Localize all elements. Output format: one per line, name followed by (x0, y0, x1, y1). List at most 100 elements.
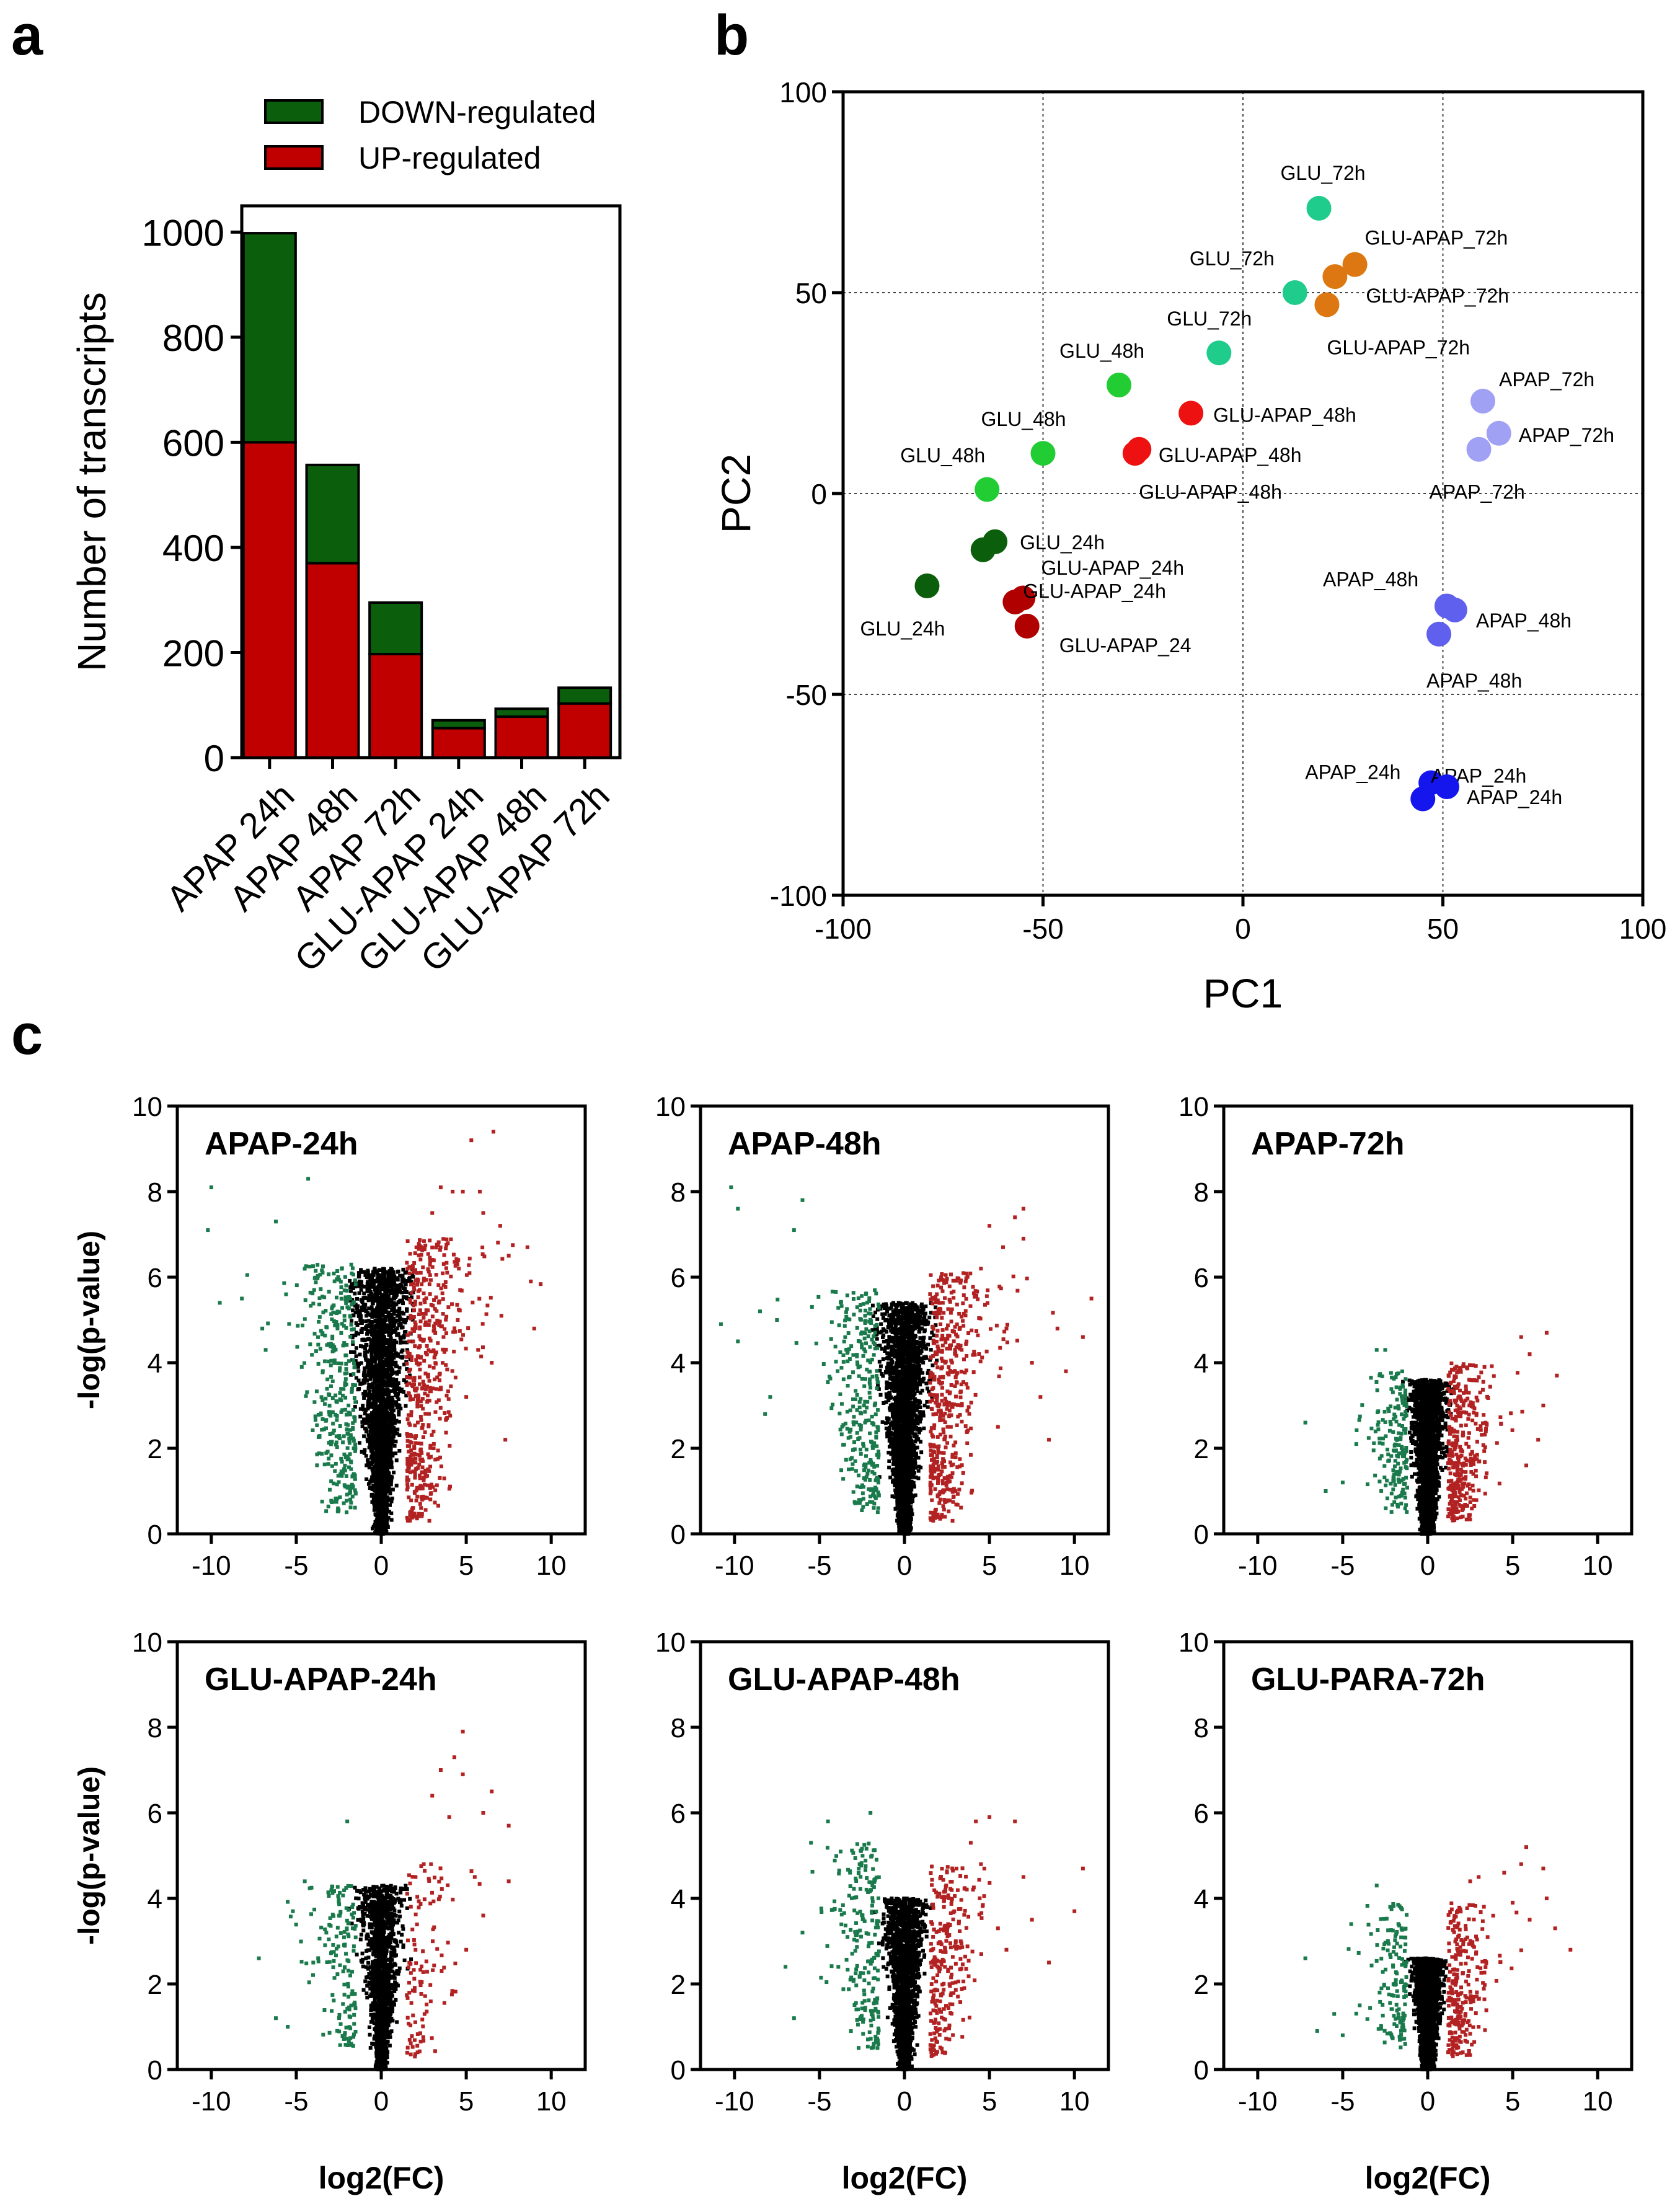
volcano-point-ns (913, 1434, 917, 1438)
volcano-point-up (485, 1303, 490, 1308)
volcano-point-ns (394, 1292, 398, 1296)
volcano-point-ns (898, 1401, 902, 1406)
volcano-point-ns (373, 1499, 378, 1503)
volcano-point-ns (384, 1478, 388, 1482)
x-tick-label: 5 (459, 1551, 474, 1581)
volcano-point-up (408, 1458, 412, 1462)
volcano-point-up (428, 1278, 433, 1282)
volcano-point-ns (367, 1461, 371, 1466)
volcano-point-ns (382, 1388, 386, 1392)
volcano-point-ns (877, 1360, 882, 1364)
volcano-point-down (351, 1383, 355, 1387)
bar-down-0 (242, 232, 297, 444)
volcano-point-down (315, 1463, 319, 1468)
volcano-point-ns (361, 1378, 366, 1383)
volcano-point-down (334, 1434, 338, 1438)
volcano-point-ns (382, 1507, 387, 1511)
volcano-point-ns (374, 1270, 379, 1275)
volcano-point-ns (369, 1359, 374, 1363)
volcano-point-up (412, 1387, 417, 1391)
volcano-point-down (331, 1422, 335, 1426)
volcano-point-down (332, 1358, 337, 1363)
volcano-point-ns (382, 1275, 387, 1279)
volcano-point-ns (399, 1406, 403, 1410)
volcano-point-ns (378, 1319, 382, 1324)
volcano-point-down (325, 1377, 330, 1381)
volcano-point-ns (373, 1339, 378, 1344)
volcano-point-ns (356, 1378, 361, 1383)
volcano-point-ns (401, 1340, 405, 1345)
volcano-point-up (426, 1483, 430, 1487)
volcano-point-up (407, 1354, 412, 1358)
volcano-point-ns (349, 1373, 353, 1377)
pca-point-label: GLU_48h (900, 445, 985, 467)
volcano-point-ns (377, 1482, 381, 1487)
y-tick-label: 400 (162, 528, 224, 569)
volcano-point-ns (390, 1287, 394, 1291)
volcano-point-ns (387, 1510, 392, 1514)
volcano-point-ns (390, 1496, 394, 1500)
volcano-point-ns (357, 1273, 361, 1278)
volcano-point-ns (918, 1405, 922, 1409)
volcano-point-ns (373, 1381, 378, 1385)
volcano-point-ns (375, 1463, 379, 1467)
volcano-point-down (347, 1465, 351, 1469)
volcano-point-ns (368, 1273, 372, 1278)
volcano-point-ns (366, 1433, 371, 1437)
volcano-point-up (407, 1459, 411, 1464)
volcano-point-ns (365, 1373, 369, 1378)
volcano-point-ns (368, 1389, 372, 1394)
volcano-point-ns (906, 1497, 911, 1501)
volcano-point-ns (405, 1348, 409, 1352)
volcano-point-ns (379, 1355, 384, 1360)
volcano-point-up (417, 1244, 421, 1249)
volcano-point-up (427, 1282, 431, 1286)
volcano-point-ns (362, 1396, 366, 1400)
volcano-point-up (413, 1476, 417, 1480)
volcano-point-ns (362, 1451, 366, 1455)
volcano-point-down-outlier (240, 1296, 244, 1301)
volcano-point-ns (384, 1412, 388, 1416)
volcano-point-up (422, 1277, 426, 1281)
volcano-point-ns (387, 1310, 391, 1314)
volcano-point-up (436, 1319, 440, 1324)
pca-point-label: GLU-APAP_24h (1041, 557, 1184, 579)
volcano-point-up (479, 1354, 484, 1358)
volcano-point-ns (366, 1270, 370, 1274)
volcano-point-ns (369, 1449, 373, 1453)
volcano-point-down-outlier (209, 1185, 213, 1190)
pca-point-label: GLU-APAP_24 (1059, 634, 1191, 657)
volcano-point-ns (376, 1379, 380, 1383)
pca-point-GLU_72h (1282, 280, 1307, 305)
volcano-point-down-outlier (218, 1301, 222, 1305)
volcano-point-down (300, 1323, 304, 1327)
volcano-point-up (418, 1301, 423, 1306)
volcano-point-up (453, 1326, 457, 1330)
volcano-point-ns (363, 1296, 367, 1300)
y-axis-title: Number of transcripts (69, 292, 114, 671)
volcano-point-ns (363, 1303, 368, 1307)
volcano-point-down (336, 1275, 340, 1279)
volcano-point-up (413, 1515, 418, 1519)
volcano-point-ns (350, 1298, 355, 1302)
volcano-point-ns (392, 1339, 397, 1343)
volcano-point-ns (365, 1314, 369, 1318)
volcano-point-down (342, 1341, 347, 1345)
volcano-point-ns (379, 1524, 384, 1528)
volcano-point-ns (386, 1294, 391, 1298)
volcano-point-ns (373, 1429, 377, 1433)
volcano-point-ns (389, 1465, 394, 1469)
volcano-point-up (434, 1295, 438, 1299)
volcano-point-up (453, 1260, 457, 1264)
volcano-point-down (351, 1272, 355, 1277)
volcano-point-up (436, 1448, 440, 1453)
volcano-point-ns (367, 1366, 371, 1371)
volcano-point-down (333, 1323, 337, 1327)
volcano-point-ns (392, 1344, 397, 1348)
volcano-point-ns (402, 1286, 406, 1291)
volcano-point-up (441, 1271, 445, 1275)
volcano-point-ns (358, 1352, 362, 1357)
volcano-point-ns (379, 1370, 383, 1374)
volcano-point-ns (397, 1449, 402, 1453)
volcano-point-ns (912, 1471, 916, 1475)
